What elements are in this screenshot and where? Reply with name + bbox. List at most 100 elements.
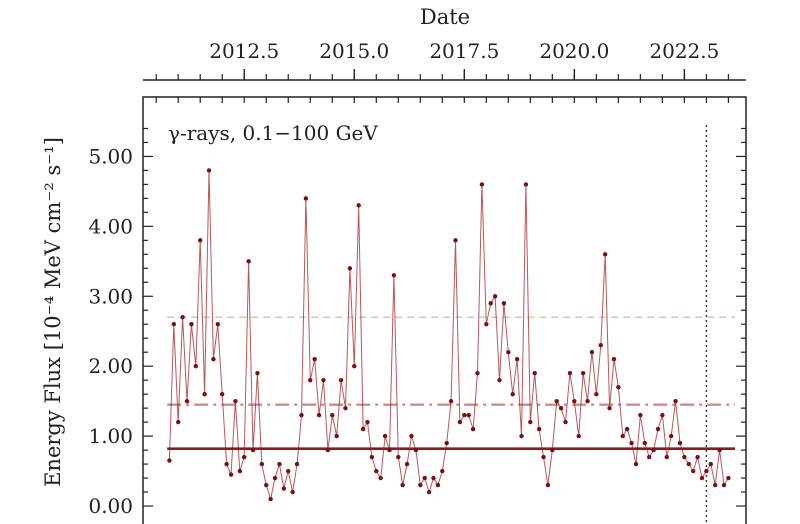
reference-lines [167, 125, 735, 524]
data-point [286, 468, 291, 474]
data-point [347, 266, 353, 271]
data-point [528, 419, 533, 425]
data-point [523, 182, 529, 187]
data-point [281, 486, 287, 491]
data-point [545, 482, 551, 488]
data-point [312, 356, 317, 362]
data-point [457, 419, 463, 425]
data-point [268, 496, 273, 502]
x-tick-label: 2020.0 [539, 39, 609, 63]
data-point [510, 391, 515, 397]
data-point [431, 475, 436, 481]
data-point [602, 252, 608, 257]
data-point [611, 356, 617, 362]
plot-area [142, 96, 747, 524]
data-point [290, 489, 295, 495]
data-point [198, 238, 203, 243]
data-point [580, 370, 586, 376]
data-point [721, 482, 727, 488]
data-point [202, 391, 207, 397]
data-point [462, 412, 467, 418]
data-point [673, 398, 678, 404]
data-point [374, 468, 379, 474]
y-tick-label: 4.00 [88, 214, 133, 238]
data-point [646, 454, 652, 460]
data-point [572, 398, 577, 404]
series-line [168, 170, 729, 501]
y-tick-label: 3.00 [88, 284, 133, 308]
data-point [712, 482, 718, 488]
data-point [184, 398, 190, 404]
data-point [620, 433, 625, 439]
data-point [237, 468, 243, 474]
data-point [629, 440, 634, 446]
data-point [435, 482, 441, 488]
data-point [536, 426, 542, 432]
data-point [501, 301, 507, 306]
data-point [677, 440, 683, 446]
data-point [250, 447, 256, 453]
data-point [206, 168, 212, 173]
data-point [492, 294, 498, 299]
data-point [558, 405, 564, 411]
data-point [396, 454, 401, 460]
data-point [360, 426, 366, 432]
data-point [470, 426, 476, 432]
data-point [616, 384, 621, 390]
data-point [189, 322, 194, 327]
data-point [660, 412, 665, 418]
data-point [176, 419, 181, 425]
data-point [514, 356, 520, 362]
y-tick-label: 0.00 [88, 494, 133, 518]
data-point [607, 405, 612, 411]
data-point [682, 454, 687, 460]
data-point [171, 322, 177, 327]
x-tick-label: 2017.5 [429, 39, 499, 63]
data-point [387, 447, 392, 453]
data-point [554, 398, 559, 404]
data-point [717, 447, 722, 453]
data-point [308, 377, 313, 383]
data-point [409, 433, 414, 439]
data-point [220, 391, 225, 397]
data-point [365, 419, 370, 425]
y-axis: 0.00 1.00 2.00 3.00 4.00 5.00 [88, 127, 746, 518]
data-point [215, 322, 221, 327]
data-point [400, 482, 405, 488]
y-tick-label: 1.00 [88, 424, 133, 448]
data-point [303, 196, 309, 201]
data-point [488, 301, 493, 306]
data-point [519, 433, 524, 439]
data-point [343, 405, 348, 411]
data-point [356, 203, 361, 208]
data-point [330, 412, 335, 418]
data-point [497, 377, 502, 383]
data-point [466, 412, 471, 418]
x-tick-label: 2022.5 [649, 39, 719, 63]
data-point [272, 475, 278, 481]
data-point [708, 461, 713, 467]
data-point [532, 370, 537, 376]
data-point [633, 461, 639, 467]
data-point [484, 322, 489, 327]
data-point [695, 454, 700, 460]
series-layer [167, 168, 731, 502]
data-point [651, 447, 656, 453]
data-point [422, 475, 427, 481]
data-point [233, 398, 238, 404]
data-point [598, 343, 603, 348]
data-point [541, 454, 546, 460]
chart-annotation: γ-rays, 0.1−100 GeV [168, 121, 378, 145]
data-point [440, 468, 445, 474]
data-point [475, 370, 480, 376]
data-point [316, 412, 322, 418]
x-tick-label: 2015.0 [319, 39, 389, 63]
x-axis-title: Date [420, 5, 470, 29]
data-point [334, 433, 339, 439]
data-point [448, 398, 454, 404]
data-point [426, 489, 432, 495]
data-point [589, 350, 595, 355]
data-point [167, 458, 172, 463]
data-point [404, 461, 410, 467]
data-point [638, 412, 643, 418]
